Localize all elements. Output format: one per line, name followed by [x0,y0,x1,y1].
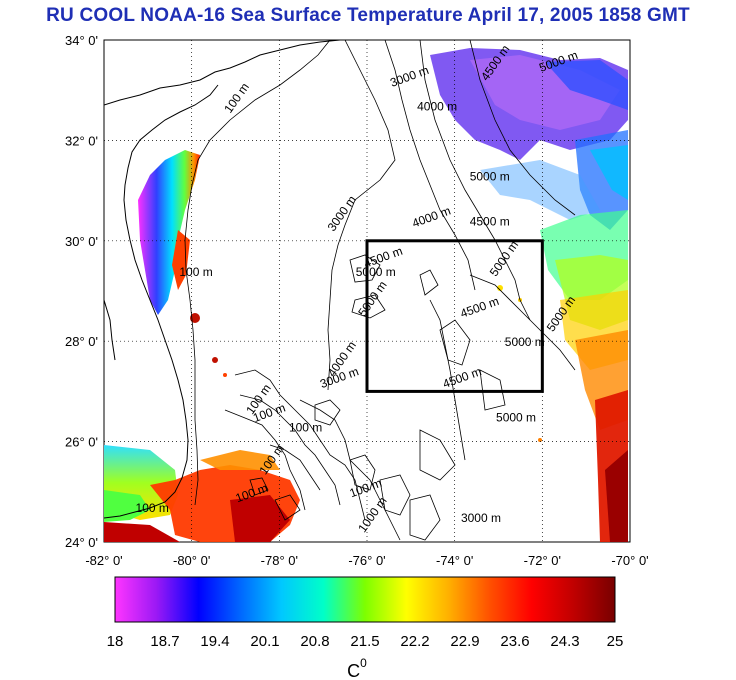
map-title: RU COOL NOAA-16 Sea Surface Temperature … [46,5,690,26]
contour-label: 5000 m [470,170,510,184]
contour-label: 100 m [289,421,322,435]
colorbar-tick-label: 18.7 [150,633,179,650]
longitude-label: -72° 0' [524,553,561,568]
contour-label: 3000 m [461,511,501,525]
latitude-label: 30° 0' [65,234,98,249]
colorbar-tick-label: 18 [107,633,124,650]
sst-data-layer [104,48,628,542]
contour-label: 5000 m [356,265,396,279]
colorbar-tick-label: 20.8 [300,633,329,650]
colorbar-tick-label: 24.3 [550,633,579,650]
colorbar-tick-labels: 18 18.7 19.4 20.1 20.8 21.5 22.2 22.9 23.6 24.3 25 [107,633,624,650]
latitude-label: 24° 0' [65,535,98,550]
contour-label: 100 m [179,265,212,279]
longitude-label: -78° 0' [261,553,298,568]
longitude-label: -76° 0' [348,553,385,568]
longitude-label: -82° 0' [85,553,122,568]
contour-label: 4000 m [417,99,457,113]
contour-label: 100 m [136,501,169,515]
colorbar-tick-label: 23.6 [500,633,529,650]
latitude-labels: 34° 0' 32° 0' 30° 0' 28° 0' 26° 0' 24° 0' [65,33,98,550]
contour-label: 5000 m [505,335,545,349]
colorbar-unit: C0 [347,656,367,680]
latitude-label: 32° 0' [65,133,98,148]
colorbar-tick-label: 22.2 [400,633,429,650]
latitude-label: 26° 0' [65,435,98,450]
longitude-label: -74° 0' [436,553,473,568]
coastline [104,40,341,519]
longitude-label: -70° 0' [611,553,648,568]
colorbar-tick-label: 19.4 [200,633,229,650]
latitude-label: 34° 0' [65,33,98,48]
latitude-label: 28° 0' [65,334,98,349]
colorbar-tick-label: 20.1 [250,633,279,650]
colorbar-tick-label: 21.5 [350,633,379,650]
colorbar [114,576,616,623]
bathymetry-contours [184,40,576,541]
longitude-label: -80° 0' [173,553,210,568]
colorbar-unit-superscript: 0 [360,656,367,670]
contour-label: 4500 m [470,215,510,229]
longitude-labels: -82° 0' -80° 0' -78° 0' -76° 0' -74° 0' -72° … [85,553,648,568]
colorbar-tick-label: 22.9 [450,633,479,650]
contour-label: 5000 m [496,411,536,425]
study-area-box [365,239,544,393]
colorbar-tick-label: 25 [607,633,624,650]
